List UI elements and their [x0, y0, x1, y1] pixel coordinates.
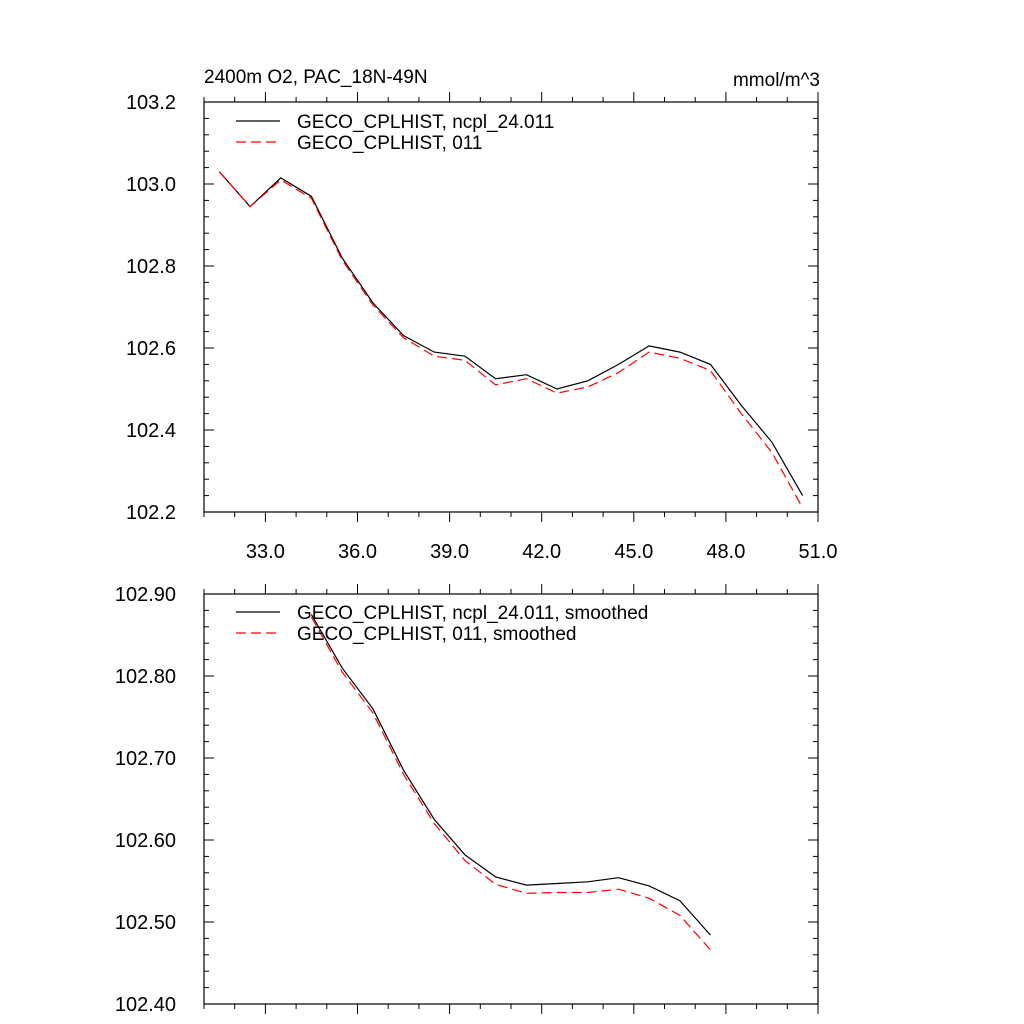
y-tick-label: 103.0 — [126, 174, 176, 196]
x-tick-label: 36.0 — [338, 541, 377, 563]
units-label: mmol/m^3 — [733, 70, 820, 91]
x-tick-label: 42.0 — [522, 541, 561, 563]
series-line-2 — [218, 171, 804, 509]
legend-label-2: GECO_CPLHIST, 011 — [297, 133, 483, 154]
series-line-2 — [310, 616, 711, 951]
x-tick-label: 48.0 — [706, 541, 745, 563]
x-tick-label: 45.0 — [614, 541, 653, 563]
legend-label-1: GECO_CPLHIST, ncpl_24.011, smoothed — [297, 603, 648, 624]
x-tick-label: 51.0 — [799, 541, 838, 563]
series-line-1 — [310, 614, 711, 936]
y-tick-label: 102.4 — [126, 420, 176, 442]
y-tick-label: 102.90 — [115, 584, 176, 606]
y-tick-label: 102.50 — [115, 912, 176, 934]
y-tick-label: 102.8 — [126, 256, 176, 278]
bottom-panel: 102.40 102.50 102.60 102.70 102.80 102.90 GEC… — [115, 584, 819, 1016]
x-tick-label: 39.0 — [430, 541, 469, 563]
legend-label-1: GECO_CPLHIST, ncpl_24.011 — [297, 112, 554, 133]
plot-frame — [203, 101, 819, 513]
chart-title-left: 2400m O2, PAC_18N-49N — [204, 67, 428, 88]
series-line-1 — [218, 171, 804, 496]
y-tick-label: 102.6 — [126, 338, 176, 360]
top-panel: 2400m O2, PAC_18N-49N mmol/m^3 102.2 102.… — [126, 67, 838, 563]
legend-label-2: GECO_CPLHIST, 011, smoothed — [297, 624, 577, 645]
y-tick-label: 102.40 — [115, 994, 176, 1016]
legend: GECO_CPLHIST, ncpl_24.011, smoothed GECO… — [236, 603, 648, 645]
y-tick-label: 102.80 — [115, 666, 176, 688]
legend: GECO_CPLHIST, ncpl_24.011 GECO_CPLHIST, … — [236, 112, 554, 154]
y-tick-label: 102.70 — [115, 748, 176, 770]
x-tick-label: 33.0 — [246, 541, 285, 563]
y-tick-label: 102.2 — [126, 502, 176, 524]
y-tick-label: 103.2 — [126, 92, 176, 114]
y-tick-label: 102.60 — [115, 830, 176, 852]
plot-frame — [203, 593, 819, 1005]
